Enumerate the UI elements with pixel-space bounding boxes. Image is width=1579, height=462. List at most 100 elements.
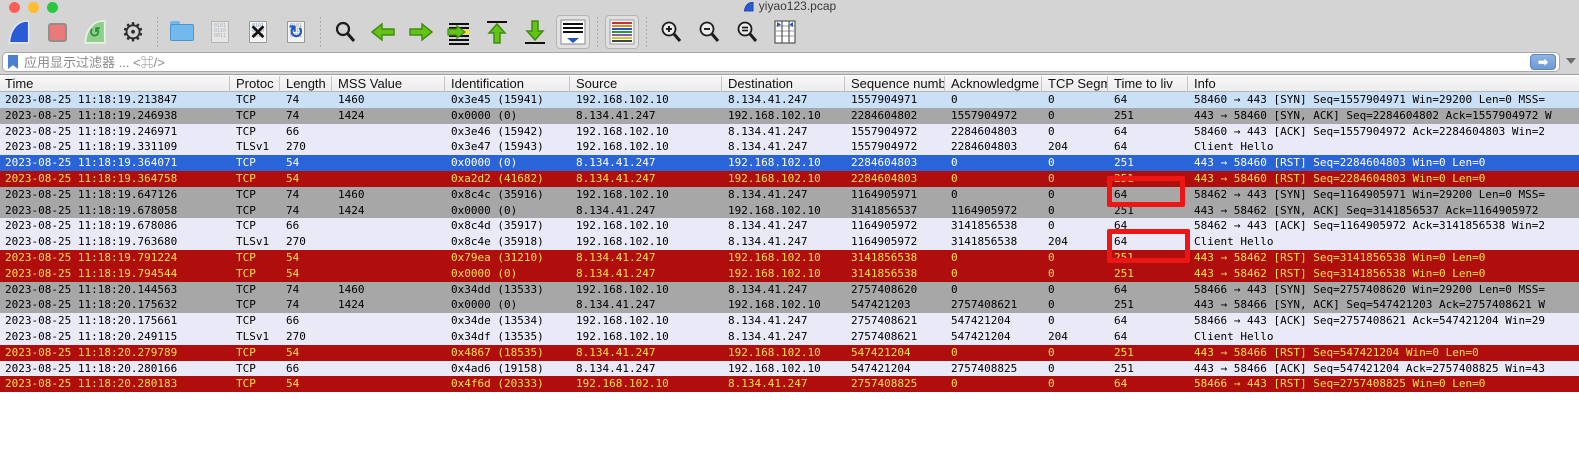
cell-info: 443 → 58460 [RST] Seq=2284604803 Win=0 L…: [1194, 156, 1486, 170]
column-header-seq[interactable]: Sequence numb: [845, 76, 945, 92]
colorize-packets-button[interactable]: [605, 15, 639, 49]
packet-row[interactable]: 2023-08-25 11:18:19.678086 TCP 66 0x8c4d (3…: [0, 218, 1579, 235]
column-header-ttl[interactable]: Time to liv: [1108, 76, 1188, 92]
packet-row[interactable]: 2023-08-25 11:18:20.279789 TCP 54 0x4867 (1…: [0, 344, 1579, 361]
go-first-packet-button[interactable]: [480, 15, 514, 49]
packet-row[interactable]: 2023-08-25 11:18:19.791224 TCP 54 0x79ea (3…: [0, 249, 1579, 266]
packet-row[interactable]: 2023-08-25 11:18:19.331109 TLSv1 270 0x3e47…: [0, 139, 1579, 156]
packet-row[interactable]: 2023-08-25 11:18:20.280166 TCP 66 0x4ad6 (1…: [0, 360, 1579, 377]
packet-row[interactable]: 2023-08-25 11:18:19.794544 TCP 54 0x0000 (0…: [0, 265, 1579, 282]
packet-row[interactable]: 2023-08-25 11:18:20.175632 TCP 74 1424 0x000…: [0, 297, 1579, 314]
cell-time: 2023-08-25 11:18:19.364071: [5, 156, 178, 170]
packet-row[interactable]: 2023-08-25 11:18:19.763680 TLSv1 270 0x8c4e…: [0, 234, 1579, 250]
cell-id: 0x34de (13534): [451, 314, 544, 328]
cell-proto: TCP: [236, 108, 256, 122]
cell-id: 0x3e46 (15942): [451, 124, 544, 138]
zoom-window-button[interactable]: [47, 2, 58, 13]
zoom-out-icon: [697, 20, 721, 44]
packet-row[interactable]: 2023-08-25 11:18:19.647126 TCP 74 1460 0x8c4…: [0, 186, 1579, 203]
cell-ttl: 64: [1114, 314, 1128, 328]
column-header-len[interactable]: Length: [280, 76, 332, 92]
column-header-time[interactable]: Time: [0, 76, 230, 92]
cell-time: 2023-08-25 11:18:19.678086: [5, 219, 178, 233]
cell-mss: 1460: [338, 187, 365, 201]
zoom-original-button[interactable]: [730, 15, 764, 49]
column-header-id[interactable]: Identification: [445, 76, 570, 92]
open-file-button[interactable]: [165, 15, 199, 49]
cell-id: 0x0000 (0): [451, 108, 518, 122]
column-header-mss[interactable]: MSS Value: [332, 76, 445, 92]
column-header-src[interactable]: Source: [570, 76, 722, 92]
go-to-packet-button[interactable]: [442, 15, 476, 49]
apply-filter-button[interactable]: ➡: [1530, 54, 1556, 70]
go-last-packet-button[interactable]: [518, 15, 552, 49]
window-title: yiyao123.pcap: [0, 0, 1579, 14]
display-filter-input[interactable]: [24, 54, 1530, 70]
cell-seg: 0: [1048, 187, 1055, 201]
cell-len: 74: [286, 93, 300, 106]
packet-row[interactable]: 2023-08-25 11:18:20.175661 TCP 66 0x34de (1…: [0, 313, 1579, 329]
cell-ack: 0: [951, 156, 958, 170]
column-header-info[interactable]: Info: [1194, 76, 1216, 91]
filter-bookmark-icon[interactable]: [8, 55, 18, 69]
cell-ack: 0: [951, 250, 958, 264]
packet-row[interactable]: 2023-08-25 11:18:19.678058 TCP 74 1424 0x000…: [0, 202, 1579, 219]
cell-src: 192.168.102.10: [576, 187, 669, 201]
cell-dst: 192.168.102.10: [728, 108, 821, 122]
arrow-down-bar-icon: [523, 19, 547, 45]
cell-ack: 1557904972: [951, 108, 1018, 122]
cell-proto: TCP: [236, 282, 256, 296]
restart-capture-button[interactable]: ↺: [78, 15, 112, 49]
zoom-out-button[interactable]: [692, 15, 726, 49]
start-capture-button[interactable]: [2, 15, 36, 49]
wireshark-app-icon: [743, 1, 754, 12]
stop-capture-button[interactable]: [40, 15, 74, 49]
cell-info: Client Hello: [1194, 140, 1274, 154]
reload-file-button[interactable]: 0101 0110 0011 ↻: [279, 15, 313, 49]
go-back-button[interactable]: [366, 15, 400, 49]
packet-row[interactable]: 2023-08-25 11:18:20.144563 TCP 74 1460 0x34d…: [0, 281, 1579, 298]
cell-ack: 0: [951, 345, 958, 359]
cell-len: 74: [286, 187, 300, 201]
cell-mss: 1460: [338, 93, 365, 106]
cell-ack: 547421204: [951, 329, 1011, 343]
column-header-proto[interactable]: Protoc: [230, 76, 280, 92]
cell-id: 0x4f6d (20333): [451, 377, 544, 391]
close-window-button[interactable]: [9, 2, 20, 13]
packet-row[interactable]: 2023-08-25 11:18:19.246938 TCP 74 1424 0x000…: [0, 107, 1579, 124]
cell-seg: 0: [1048, 171, 1055, 185]
cell-seq: 1557904972: [851, 140, 918, 154]
cell-ack: 0: [951, 93, 958, 106]
save-file-button[interactable]: 0101 0110 0011: [203, 15, 237, 49]
cell-proto: TCP: [236, 298, 256, 312]
packet-row[interactable]: 2023-08-25 11:18:20.249115 TLSv1 270 0x34df…: [0, 328, 1579, 345]
capture-options-button[interactable]: ⚙: [116, 15, 150, 49]
column-header-dst[interactable]: Destination: [722, 76, 845, 92]
cell-id: 0x34dd (13533): [451, 282, 544, 296]
cell-mss: [332, 361, 445, 377]
zoom-in-button[interactable]: [654, 15, 688, 49]
cell-seg: 204: [1048, 140, 1068, 154]
column-header-seg[interactable]: TCP Segm: [1042, 76, 1108, 92]
cell-seg: 0: [1048, 250, 1055, 264]
cell-ack: 0: [951, 171, 958, 185]
go-forward-button[interactable]: [404, 15, 438, 49]
packet-row[interactable]: 2023-08-25 11:18:19.364071 TCP 54 0x0000 (0…: [0, 155, 1579, 171]
find-packet-button[interactable]: [328, 15, 362, 49]
cell-id: 0x0000 (0): [451, 266, 518, 280]
packet-row[interactable]: 2023-08-25 11:18:19.246971 TCP 66 0x3e46 (1…: [0, 123, 1579, 140]
column-header-ack[interactable]: Acknowledgme: [945, 76, 1042, 92]
arrow-right-icon: [408, 21, 434, 43]
minimize-window-button[interactable]: [28, 2, 39, 13]
cell-len: 270: [286, 140, 306, 154]
packet-row[interactable]: 2023-08-25 11:18:19.213847 TCP 74 1460 0x3e4…: [0, 92, 1579, 108]
close-file-button[interactable]: 0101 0110 0011 ✕: [241, 15, 275, 49]
resize-columns-button[interactable]: [768, 15, 802, 49]
traffic-lights: [9, 2, 58, 13]
packet-row[interactable]: 2023-08-25 11:18:20.280183 TCP 54 0x4f6d (2…: [0, 376, 1579, 393]
auto-scroll-button[interactable]: [556, 15, 590, 49]
cell-time: 2023-08-25 11:18:19.794544: [5, 266, 178, 280]
display-filter-field[interactable]: ➡: [2, 52, 1560, 72]
packet-row[interactable]: 2023-08-25 11:18:19.364758 TCP 54 0xa2d2 (4…: [0, 170, 1579, 187]
filter-dropdown-chevron-icon[interactable]: [1566, 58, 1576, 64]
